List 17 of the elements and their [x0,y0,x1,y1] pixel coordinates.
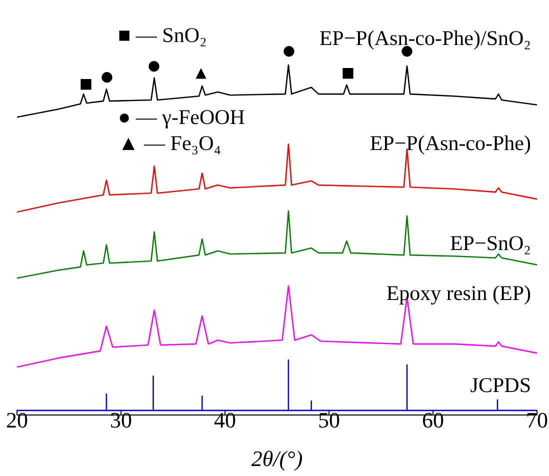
annotation: ▲ — Fe₃O₄ [118,130,222,156]
annotation: ● — γ-FeOOH [118,104,245,130]
text: ■ — SnO₂ [118,22,207,48]
peak-symbol-icon: ■ [79,77,93,91]
peak-symbol-icon: ● [100,70,114,84]
peak-symbol-icon: ● [148,59,160,73]
x-tick-label: 20 [6,408,28,433]
series-label: EP−P(Asn-co-Phe) [370,130,531,156]
peak-symbol-icon: ■ [341,66,355,80]
series-label: JCPDS [470,372,531,398]
x-tick-label: 70 [526,408,548,433]
x-axis-title: 2θ/(°) [250,446,304,472]
series-label: Epoxy resin (EP) [386,280,531,306]
peak-symbol-icon: ● [282,44,296,58]
x-tick-label: 50 [318,408,340,433]
peak-symbol-icon: ▲ [196,66,206,80]
series-label: EP−SnO₂ [450,230,531,256]
